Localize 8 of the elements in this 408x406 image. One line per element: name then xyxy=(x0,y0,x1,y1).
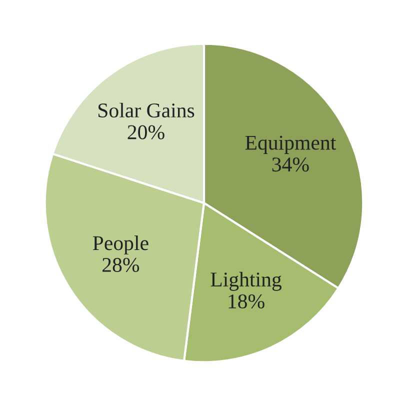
data-label: 28% xyxy=(102,258,140,272)
slice-label: Equipment xyxy=(245,136,336,154)
slice-label: People xyxy=(92,236,148,254)
data-label: 18% xyxy=(228,294,264,308)
slice-label: Solar Gains xyxy=(98,102,194,118)
data-label: 20% xyxy=(128,125,164,140)
data-label: 34% xyxy=(272,158,309,172)
slice-label: Lighting xyxy=(210,272,282,291)
